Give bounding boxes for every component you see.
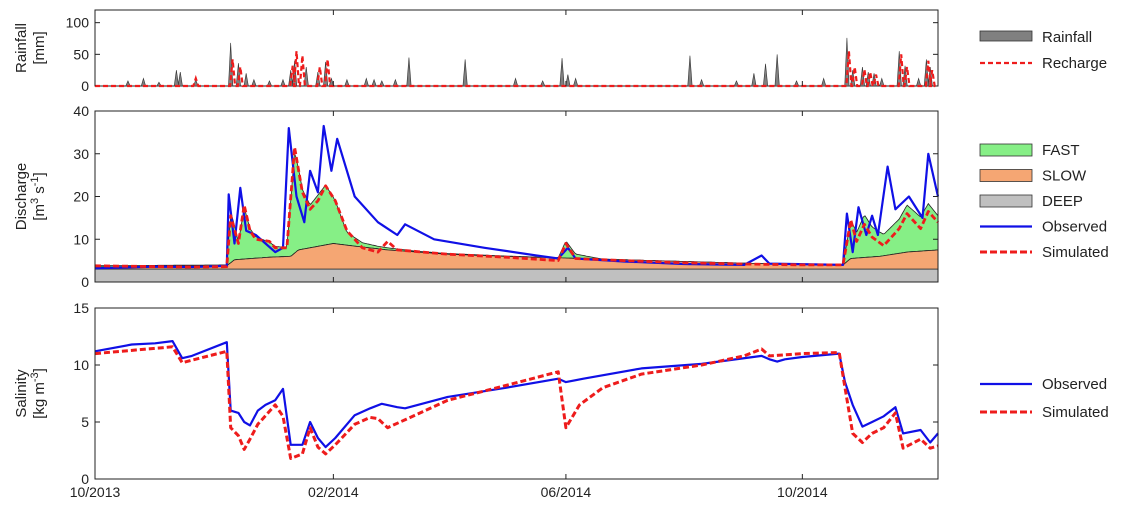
legend-recharge-label: Recharge (1042, 55, 1107, 72)
salinity-ytick-label: 5 (81, 414, 89, 430)
rainfall-spike (573, 77, 579, 87)
discharge-ytick-label: 10 (73, 231, 89, 247)
rainfall-spike (540, 80, 546, 87)
rainfall-spike (406, 57, 412, 87)
rainfall-axes-frame (94, 9, 939, 87)
rainfall-spike (243, 73, 249, 87)
salinity-simulated-line (94, 345, 939, 460)
rainfall-spike (751, 73, 757, 87)
discharge-ylabel-line1: Discharge (13, 163, 30, 231)
rainfall-spike (177, 72, 183, 87)
legend-deep-swatch (979, 194, 1033, 208)
recharge-line (95, 51, 938, 88)
legend-rainfall-label: Rainfall (1042, 29, 1092, 46)
legend-fast-label: FAST (1042, 142, 1080, 159)
rainfall-spike (140, 77, 147, 87)
rainfall-ytick-label: 100 (66, 15, 90, 31)
discharge-ytick-label: 20 (73, 189, 89, 205)
rainfall-spike (916, 77, 922, 87)
salinity-ytick-label: 0 (81, 471, 89, 487)
rainfall-spike (821, 77, 827, 87)
salinity-panel: 0 5 10 15 Salinity [kg m-3] 10/2013 02/2014 06/2… (13, 300, 1109, 500)
salinity-xtick-label: 10/2014 (777, 484, 828, 500)
legend-observed-label: Observed (1042, 219, 1107, 236)
rainfall-spike (235, 63, 241, 87)
discharge-ylabel: Discharge [m3 s-1] (13, 163, 48, 231)
legend-rainfall-swatch (979, 30, 1033, 42)
rainfall-spike (687, 55, 693, 87)
legend-slow-label: SLOW (1042, 168, 1087, 185)
salinity-ytick-label: 15 (73, 300, 89, 316)
salinity-axes-frame (94, 307, 939, 480)
legend-slow-swatch (979, 169, 1033, 182)
rainfall-spike (559, 58, 565, 87)
salinity-xtick-label: 02/2014 (308, 484, 359, 500)
salinity-observed-line (94, 340, 939, 449)
discharge-observed-line (94, 124, 940, 270)
discharge-ylabel-line2: [m3 s-1] (29, 172, 48, 220)
rainfall-spike (512, 77, 519, 87)
legend-fast-swatch (979, 143, 1033, 157)
rainfall-spike (173, 70, 179, 87)
discharge-ytick-label: 40 (73, 103, 89, 119)
legend-simulated-label: Simulated (1042, 244, 1109, 261)
rainfall-spike (363, 77, 369, 87)
salinity-ylabel: Salinity [kg m-3] (13, 368, 48, 419)
rainfall-spike (565, 74, 571, 87)
rainfall-ytick-label: 0 (81, 78, 89, 94)
rainfall-spike (774, 54, 780, 87)
rainfall-ylabel-line1: Rainfall (13, 23, 30, 73)
salinity-ytick-label: 10 (73, 357, 89, 373)
salinity-xtick-label: 06/2014 (541, 484, 592, 500)
discharge-ytick-label: 30 (73, 146, 89, 162)
discharge-simulated-line (94, 145, 940, 269)
discharge-panel: 0 10 20 30 40 Discharge [m3 s-1] FAST SLOW DEEP Ob… (13, 103, 1109, 290)
discharge-ytick-label: 0 (81, 274, 89, 290)
salinity-xtick-label: 10/2013 (70, 484, 121, 500)
legend-salinity-simulated-label: Simulated (1042, 404, 1109, 421)
salinity-ylabel-line1: Salinity (13, 369, 30, 418)
legend-salinity-observed-label: Observed (1042, 376, 1107, 393)
rainfall-ylabel: Rainfall [mm] (13, 23, 48, 73)
legend-deep-label: DEEP (1042, 193, 1083, 210)
rainfall-spike (879, 77, 885, 87)
salinity-ylabel-line2: [kg m-3] (29, 368, 48, 419)
rainfall-spike (462, 59, 468, 87)
rainfall-ylabel-line2: [mm] (31, 31, 48, 64)
fast-area (94, 153, 939, 268)
deep-area (94, 268, 939, 283)
rainfall-spike (762, 63, 769, 87)
rainfall-spike (733, 80, 740, 87)
rainfall-ytick-label: 50 (73, 46, 89, 62)
